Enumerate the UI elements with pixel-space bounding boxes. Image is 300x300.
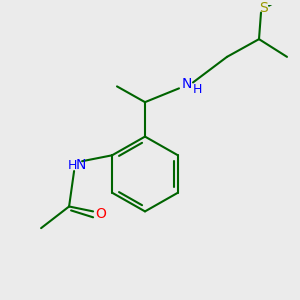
Text: N: N (76, 158, 86, 172)
Text: O: O (96, 207, 106, 221)
Text: N: N (182, 77, 192, 92)
Text: S: S (260, 1, 268, 15)
Text: H: H (192, 83, 202, 96)
Text: H: H (68, 159, 77, 172)
